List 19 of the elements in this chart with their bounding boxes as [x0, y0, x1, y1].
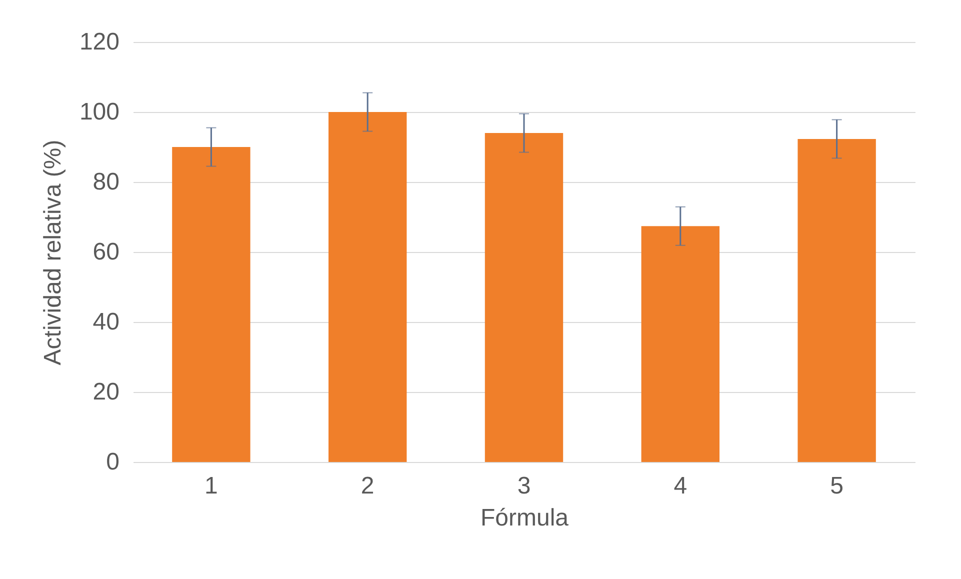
- y-tick-label: 60: [92, 238, 120, 266]
- bar: [798, 138, 876, 462]
- y-tick-label: 40: [92, 308, 120, 336]
- x-tick-label: 1: [204, 472, 218, 500]
- bar: [484, 133, 564, 462]
- y-tick-label: 80: [92, 168, 120, 196]
- y-tick-label: 100: [79, 98, 120, 126]
- x-tick-label: 4: [674, 472, 688, 500]
- bar: [172, 147, 250, 462]
- x-tick-label: 5: [830, 472, 844, 500]
- x-tick-label: 3: [517, 472, 531, 500]
- y-tick-label: 20: [92, 378, 120, 406]
- y-tick-label: 0: [106, 448, 120, 476]
- y-tick-label: 120: [79, 28, 120, 56]
- bar: [328, 112, 407, 462]
- x-tick-label: 2: [360, 472, 374, 500]
- bar: [641, 226, 720, 462]
- x-axis-title: Fórmula: [480, 504, 570, 532]
- y-axis-title: Actividad relativa (%): [39, 140, 66, 366]
